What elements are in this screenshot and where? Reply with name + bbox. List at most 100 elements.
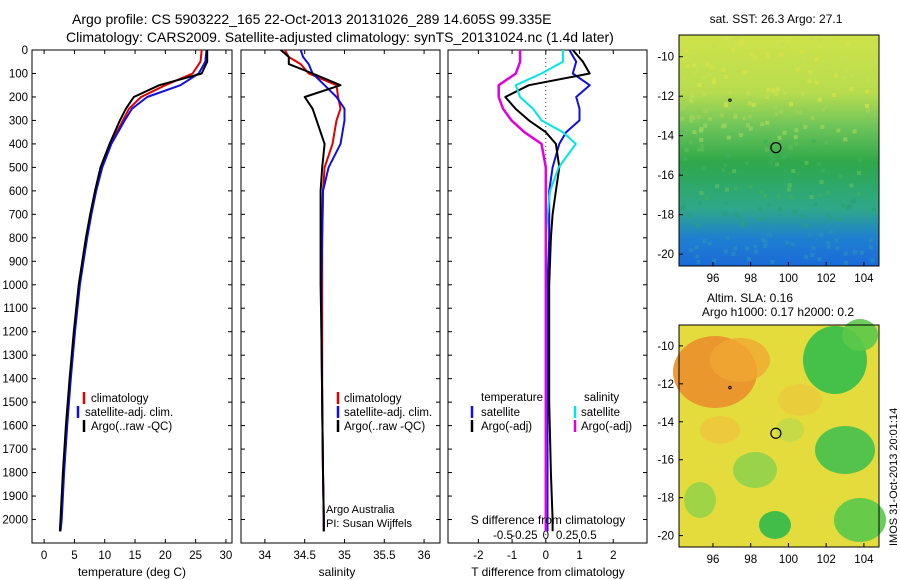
sst-pixel	[783, 91, 788, 96]
sst-pixel	[829, 229, 834, 234]
depth-tick-label: 1100	[3, 303, 28, 315]
annotation-argo-australia: Argo Australia	[326, 504, 395, 516]
x-tick-label: 10	[98, 550, 111, 562]
sst-pixel	[695, 222, 700, 227]
sst-pixel	[733, 115, 738, 120]
x-tick-label: 0	[543, 550, 549, 562]
sst-pixel	[687, 213, 692, 218]
sst-pixel	[813, 202, 818, 207]
sst-pixel	[800, 214, 805, 219]
sst-pixel	[840, 203, 845, 208]
lon-tick-label: 100	[779, 554, 798, 566]
sst-pixel	[817, 193, 822, 198]
x-tick-label: 34.5	[293, 550, 315, 562]
lat-tick-label: -14	[657, 417, 674, 429]
sst-map-axes: 96 98 100 102 104 -10 -12 -14 -16 -18 -20	[657, 52, 874, 285]
sst-pixel	[835, 246, 840, 251]
legend-label-climatology: climatology	[91, 393, 149, 405]
sst-pixel	[691, 115, 696, 120]
sst-pixel	[689, 98, 694, 103]
sst-pixel	[760, 237, 765, 242]
depth-tick-label: 300	[9, 115, 28, 127]
sst-pixel	[697, 83, 702, 88]
sst-pixel	[865, 103, 870, 108]
salinity-panel-frame	[240, 49, 441, 544]
sst-pixel	[826, 240, 831, 245]
sst-pixel	[849, 183, 854, 188]
sst-pixel	[700, 143, 705, 148]
sst-pixel	[723, 74, 728, 79]
sst-map-frame	[678, 34, 880, 267]
sst-pixel	[708, 73, 713, 78]
sst-pixel	[828, 215, 833, 220]
sst-pixel	[688, 248, 693, 253]
sst-pixel	[775, 162, 780, 167]
sst-pixel	[808, 148, 813, 153]
sst-pixel	[728, 90, 733, 95]
sst-pixel	[712, 43, 717, 48]
sla-anomaly-blob	[710, 338, 770, 382]
sst-pixel	[746, 91, 751, 96]
sst-pixel	[721, 68, 726, 73]
sst-pixel	[732, 169, 737, 174]
sst-pixel	[832, 92, 837, 97]
sst-pixel	[859, 250, 864, 255]
sst-pixel	[692, 71, 697, 76]
sst-pixel	[771, 88, 776, 93]
sst-pixel	[827, 50, 832, 55]
lon-tick-label: 102	[817, 554, 836, 566]
salinity-plot: 34 34.5 35 35.5 36	[258, 49, 430, 562]
sst-pixel	[765, 94, 770, 99]
depth-tick-label: 1900	[2, 491, 28, 503]
depth-tick-label: 1700	[2, 444, 28, 456]
sst-pixel	[695, 67, 700, 72]
sst-pixel	[788, 145, 793, 150]
sst-pixel	[786, 38, 791, 43]
temperature-legend: climatology satellite-adj. clim. Argo(..…	[76, 392, 173, 433]
sst-pixel	[874, 38, 879, 43]
sst-pixel	[843, 137, 848, 142]
sst-pixel	[825, 190, 830, 195]
sst-pixel	[858, 158, 863, 163]
sst-pixel	[794, 109, 799, 114]
sst-pixel	[734, 35, 739, 40]
sst-pixel	[774, 139, 779, 144]
sst-pixel	[763, 239, 768, 244]
sst-pixel	[799, 49, 804, 54]
sst-pixel	[731, 252, 736, 257]
sst-pixel	[699, 147, 704, 152]
s-tick-label: -0.5	[493, 530, 513, 542]
sst-pixel	[719, 113, 724, 118]
sst-pixel	[843, 260, 848, 265]
sst-pixel	[771, 156, 776, 161]
sst-pixel	[819, 180, 824, 185]
sst-pixel	[850, 199, 855, 204]
sst-pixel	[704, 108, 709, 113]
sst-pixel	[766, 87, 771, 92]
difference-legend: temperature satellite Argo(-adj) salinit…	[470, 392, 632, 433]
series-line-temperature-satellite	[546, 49, 591, 532]
legend-label-satellite: satellite-adj. clim.	[344, 407, 432, 419]
lat-tick-label: -16	[657, 455, 674, 467]
sst-pixel	[681, 204, 686, 209]
x-tick-label: 35	[338, 550, 351, 562]
sst-pixel	[723, 103, 728, 108]
x-tick-label: -1	[507, 550, 517, 562]
x-tick-label: 15	[129, 550, 142, 562]
sst-pixel	[748, 126, 753, 131]
lon-tick-label: 102	[817, 273, 836, 285]
sst-pixel	[838, 174, 843, 179]
sst-pixel	[833, 73, 838, 78]
lat-tick-label: -14	[657, 131, 674, 143]
sst-pixel	[692, 63, 697, 68]
sst-pixel	[723, 163, 728, 168]
sst-pixel	[705, 62, 710, 67]
legend-label-t-argo: Argo(-adj)	[481, 421, 532, 433]
sst-pixel	[702, 239, 707, 244]
sst-pixel	[704, 195, 709, 200]
sst-pixel	[769, 152, 774, 157]
sst-pixel	[826, 212, 831, 217]
sst-pixel	[873, 61, 878, 66]
sst-speckle	[679, 35, 879, 265]
